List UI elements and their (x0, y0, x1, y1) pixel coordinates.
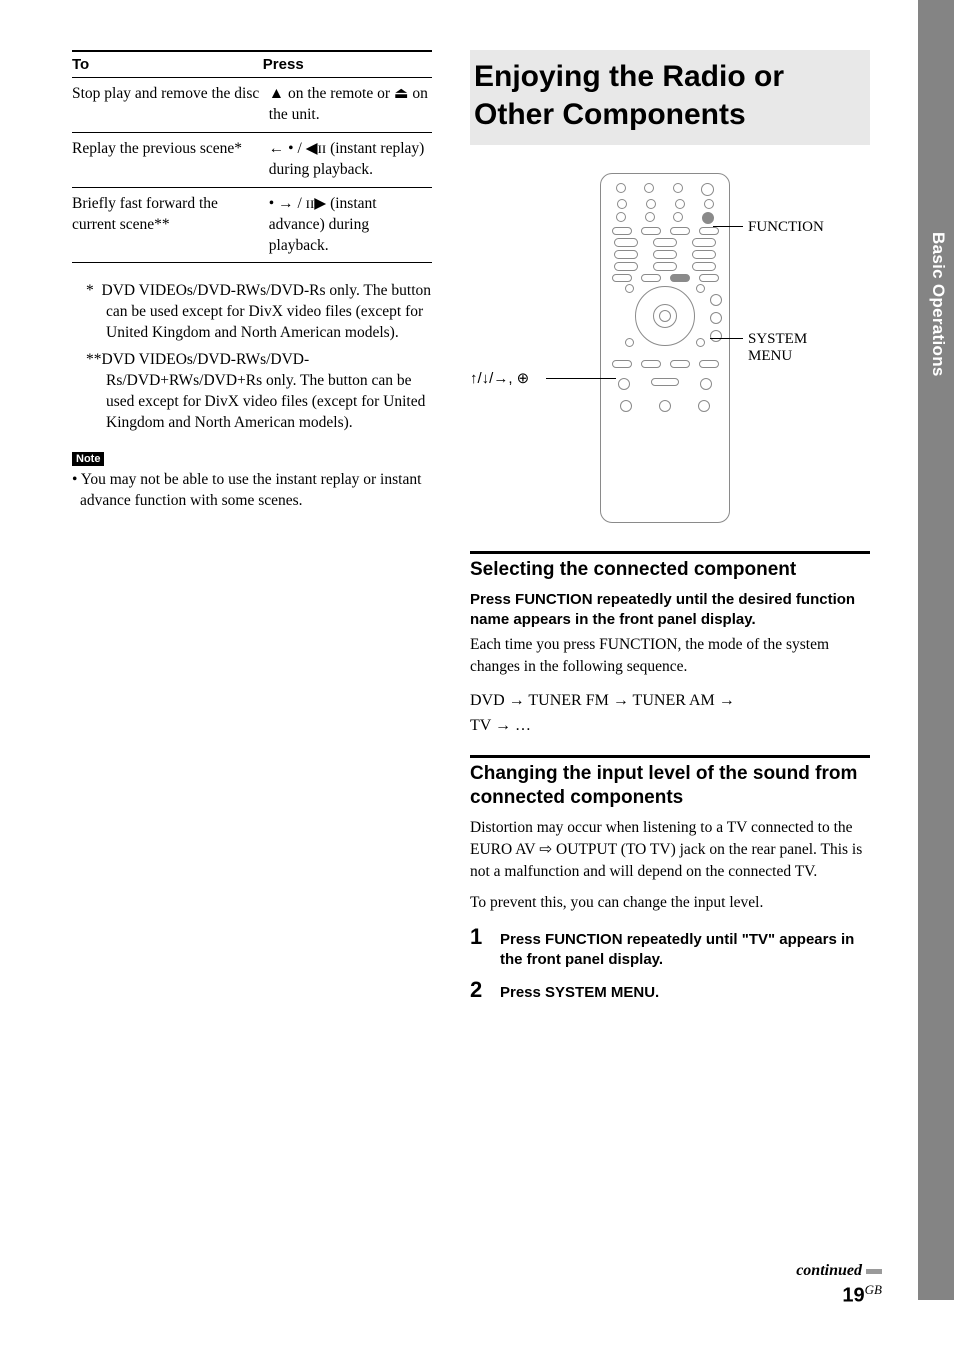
table-row: Replay the previous scene* ← • / ◀ɪɪ (in… (72, 132, 432, 187)
page-title: Enjoying the Radio or Other Components (470, 50, 870, 145)
section-heading-1: Selecting the connected component (470, 551, 870, 582)
page-number: 19 (842, 1285, 864, 1307)
operations-table: To Press Stop play and remove the disc ▲… (72, 50, 432, 263)
note-tag: Note (72, 452, 104, 466)
callout-function: FUNCTION (748, 218, 824, 236)
remote-diagram: FUNCTION SYSTEM MENU ↑/↓/→, ⊕ (470, 173, 870, 533)
function-sequence: DVD → TUNER FM → TUNER AM → TV → … (470, 688, 870, 739)
function-button[interactable] (702, 212, 714, 224)
footnotes: * DVD VIDEOs/DVD-RWs/DVD-Rs only. The bu… (72, 281, 432, 433)
table-row: Briefly fast forward the current scene**… (72, 187, 432, 263)
remote-outline (600, 173, 730, 523)
footnote-2: **DVD VIDEOs/DVD-RWs/DVD-Rs/DVD+RWs/DVD+… (72, 350, 432, 434)
section-heading-2: Changing the input level of the sound fr… (470, 755, 870, 810)
dpad[interactable] (610, 286, 720, 356)
side-tab: Basic Operations (918, 0, 954, 1300)
continued-label: continued (796, 1262, 862, 1279)
callout-system-menu-1: SYSTEM (748, 330, 807, 348)
section1-body: Each time you press FUNCTION, the mode o… (470, 634, 870, 677)
system-menu-button[interactable] (670, 274, 690, 282)
callout-system-menu-2: MENU (748, 347, 792, 365)
th-press: Press (263, 51, 432, 78)
page-gb: GB (865, 1282, 882, 1297)
footnote-1: * DVD VIDEOs/DVD-RWs/DVD-Rs only. The bu… (72, 281, 432, 344)
callout-arrows: ↑/↓/→, ⊕ (470, 370, 529, 388)
table-row: Stop play and remove the disc ▲ on the r… (72, 78, 432, 133)
th-to: To (72, 51, 263, 78)
section1-bold: Press FUNCTION repeatedly until the desi… (470, 590, 870, 631)
section2-body1: Distortion may occur when listening to a… (470, 817, 870, 882)
section2-body2: To prevent this, you can change the inpu… (470, 892, 870, 914)
page-footer: continued 19GB (796, 1262, 882, 1308)
step-1: 1 Press FUNCTION repeatedly until "TV" a… (470, 924, 870, 971)
step-2: 2 Press SYSTEM MENU. (470, 977, 870, 1003)
continued-bar-icon (866, 1269, 882, 1274)
note-body: • You may not be able to use the instant… (72, 470, 432, 512)
